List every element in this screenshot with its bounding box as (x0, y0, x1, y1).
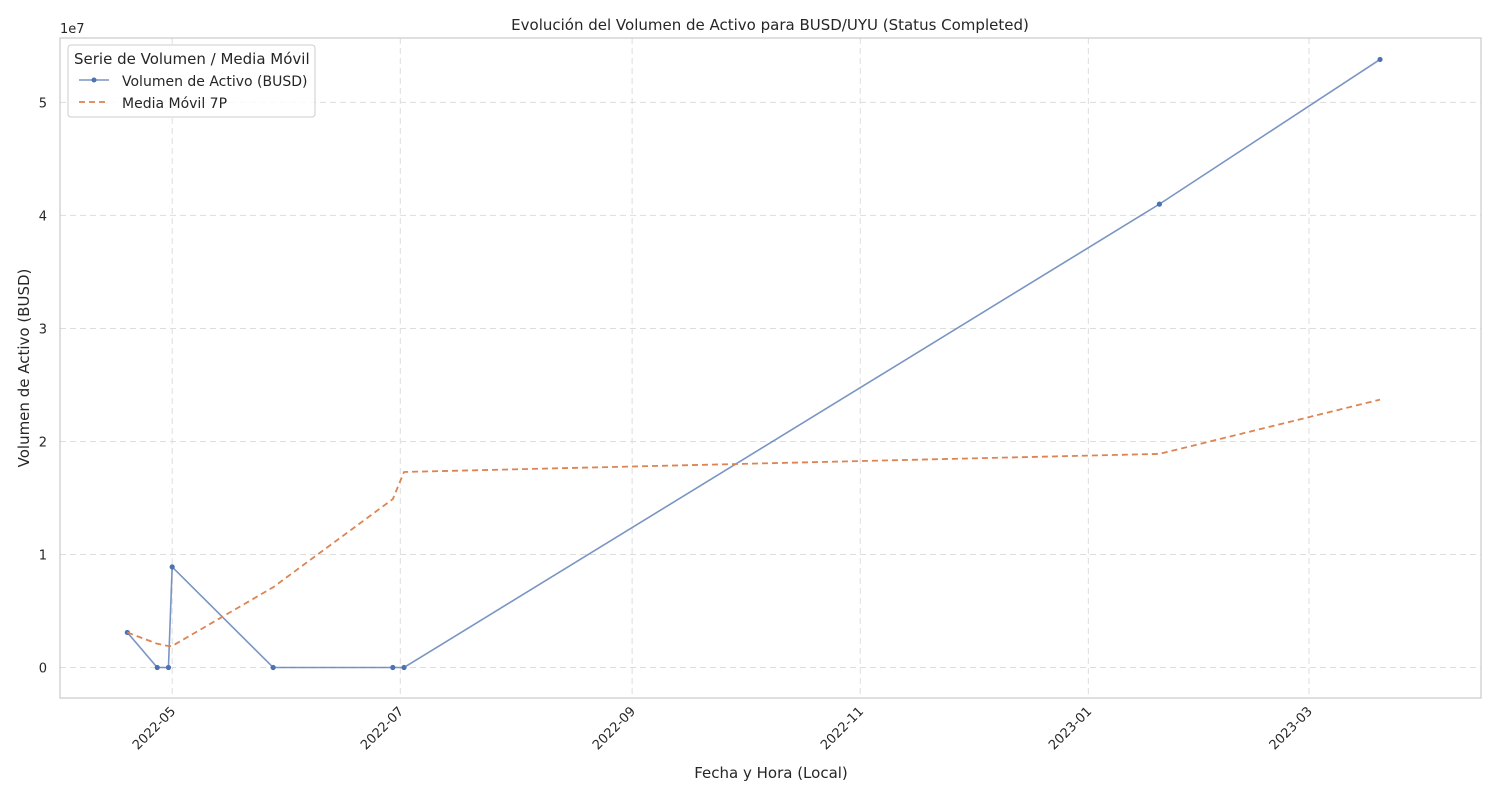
data-point (401, 664, 407, 671)
legend-marker-volume (91, 77, 97, 83)
y-tick-label: 0 (39, 661, 47, 676)
y-axis-multiplier: 1e7 (60, 22, 85, 37)
data-point (270, 664, 276, 671)
grid (60, 38, 1481, 698)
data-point (154, 664, 160, 671)
plot-frame (59, 37, 1482, 699)
y-tick-label: 3 (39, 322, 47, 337)
legend-label-moving-average: Media Móvil 7P (122, 96, 227, 112)
series-line-moving-average (126, 398, 1381, 647)
data-point (165, 664, 172, 671)
data-point (1377, 56, 1383, 63)
series-layer (124, 56, 1383, 671)
y-tick-label: 2 (39, 435, 47, 450)
legend-title: Serie de Volumen / Media Móvil (74, 50, 310, 68)
chart-title: Evolución del Volumen de Activo para BUS… (511, 16, 1029, 34)
data-point (169, 564, 175, 570)
legend-box (67, 44, 316, 118)
legend-label-volume: Volumen de Activo (BUSD) (122, 74, 308, 90)
x-axis-label: Fecha y Hora (Local) (694, 764, 848, 782)
y-tick-label: 1 (39, 548, 47, 563)
data-point (1156, 201, 1163, 207)
legend: Serie de Volumen / Media Móvil Volumen d… (67, 44, 316, 118)
y-tick-label: 5 (39, 96, 47, 111)
data-point (390, 664, 396, 671)
y-tick-label: 4 (39, 209, 47, 224)
y-axis-ticks: 0 1 2 3 4 5 (39, 96, 47, 676)
y-axis-label: Volumen de Activo (BUSD) (15, 269, 33, 468)
